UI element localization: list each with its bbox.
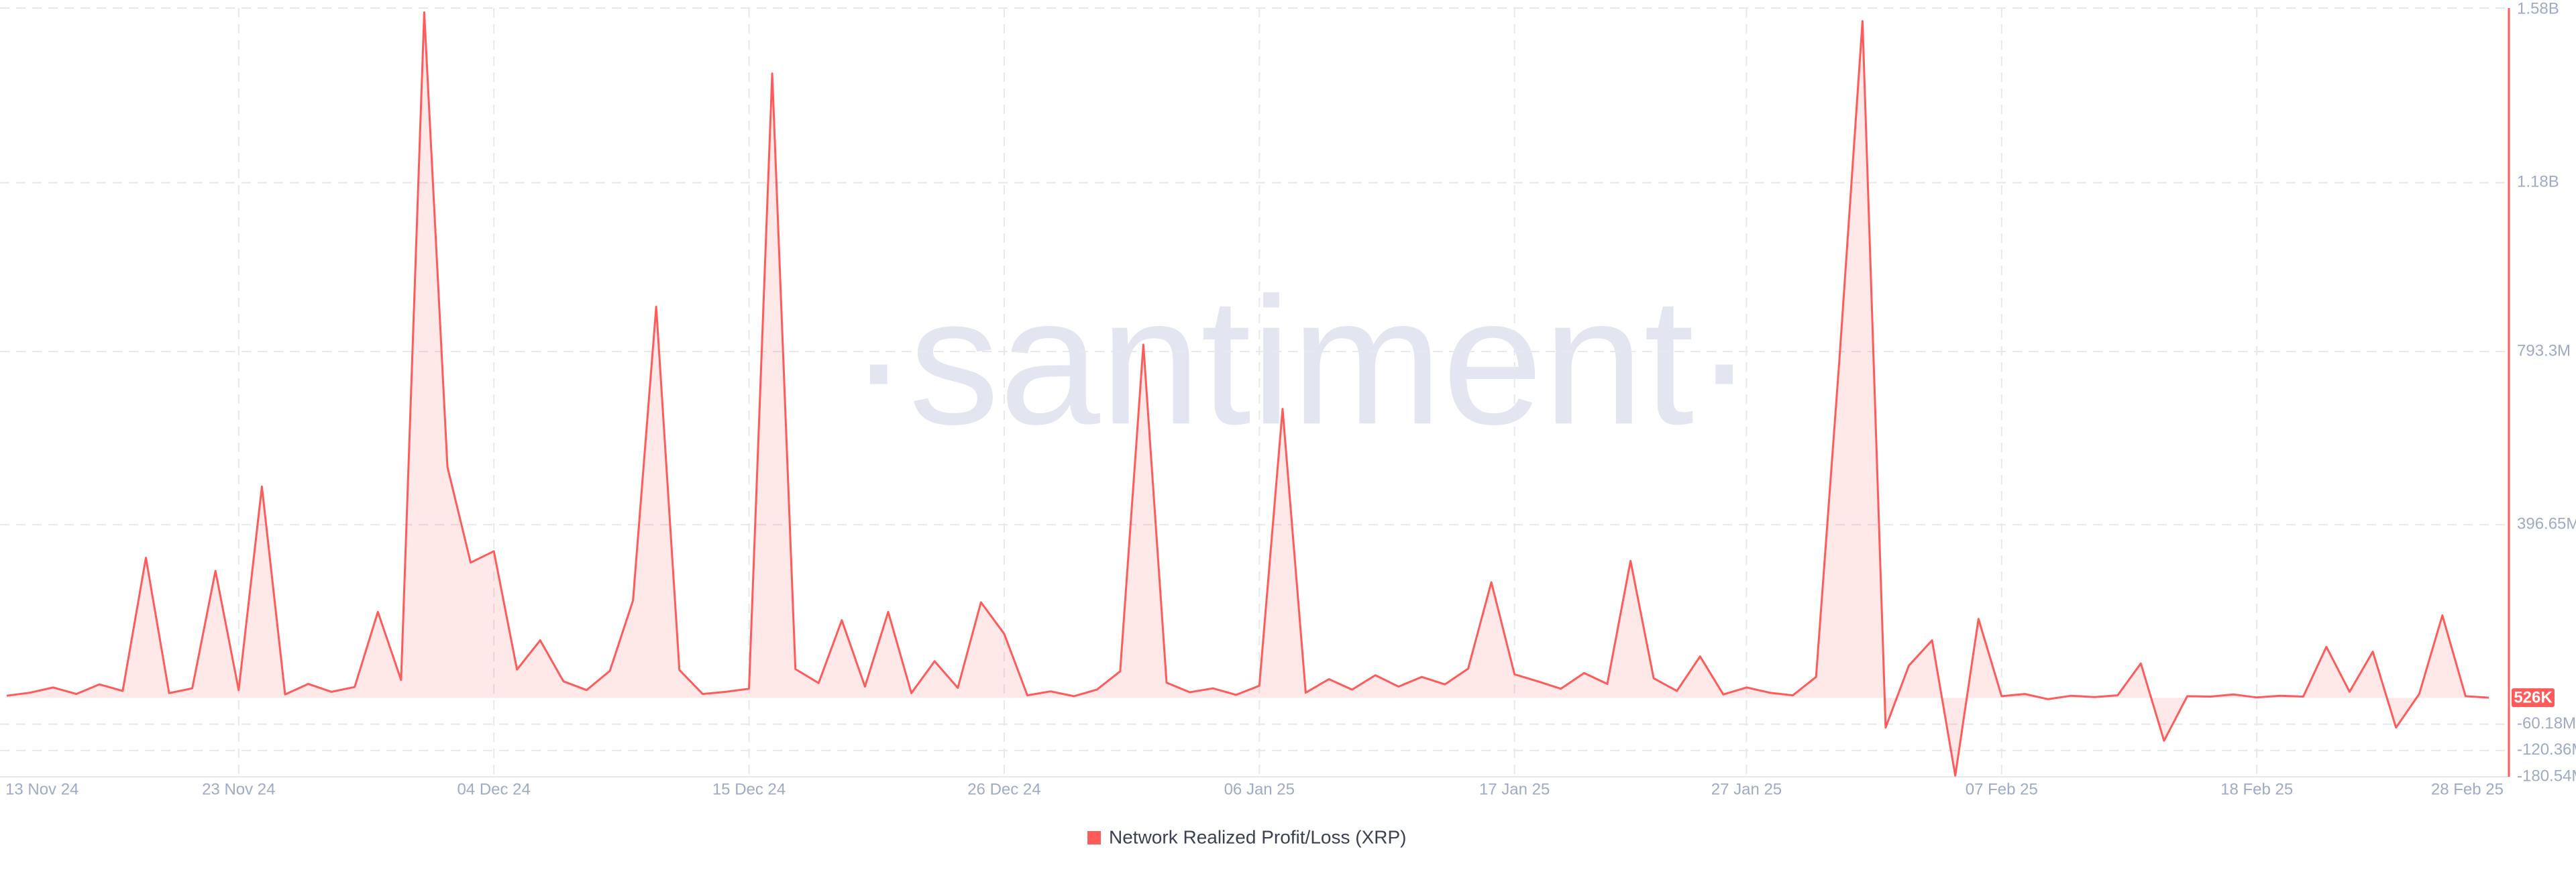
y-tick-label: 793.3M	[2517, 341, 2571, 360]
x-tick-label: 17 Jan 25	[1479, 780, 1550, 798]
x-tick-label: 04 Dec 24	[457, 780, 530, 798]
x-tick-label: 27 Jan 25	[1711, 780, 1782, 798]
y-tick-label: 1.58B	[2517, 0, 2559, 17]
y-tick-label: -120.36M	[2517, 741, 2576, 759]
last-value-marker	[2512, 688, 2555, 708]
x-tick-label: 06 Jan 25	[1224, 780, 1295, 798]
x-tick-label: 23 Nov 24	[202, 780, 275, 798]
x-tick-label: 26 Dec 24	[967, 780, 1040, 798]
x-tick-label: 28 Feb 25	[2431, 780, 2504, 798]
last-value-label: 526K	[2514, 688, 2553, 706]
x-tick-label: 15 Dec 24	[712, 780, 786, 798]
legend-swatch[interactable]	[1087, 831, 1101, 844]
y-tick-label: -60.18M	[2517, 714, 2576, 732]
x-tick-label: 07 Feb 25	[1966, 780, 2038, 798]
y-tick-label: -180.54M	[2517, 767, 2576, 785]
x-tick-label: 13 Nov 24	[5, 780, 78, 798]
legend-label: Network Realized Profit/Loss (XRP)	[1109, 826, 1406, 847]
watermark: ·santiment·	[849, 260, 1754, 462]
y-tick-label: 396.65M	[2517, 515, 2576, 533]
x-tick-label: 18 Feb 25	[2220, 780, 2293, 798]
line	[6, 11, 2489, 777]
y-tick-label: 1.18B	[2517, 173, 2559, 191]
